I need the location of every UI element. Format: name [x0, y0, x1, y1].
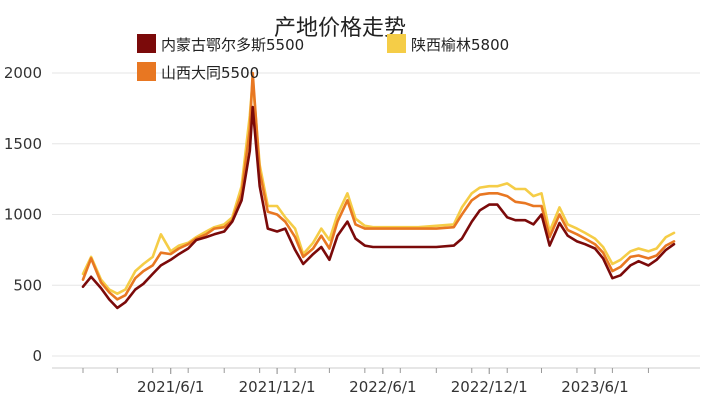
y-tick-label: 0 — [32, 347, 42, 365]
legend-swatch — [137, 62, 156, 81]
legend-swatch — [387, 34, 406, 53]
y-tick-label: 2000 — [4, 64, 42, 82]
series-line-2 — [81, 71, 676, 301]
legend-swatch — [137, 34, 156, 53]
legend-label: 山西大同5500 — [161, 64, 259, 82]
x-tick-label: 2022/6/1 — [349, 378, 416, 396]
y-tick-label: 1500 — [4, 135, 42, 153]
legend: 内蒙古鄂尔多斯5500 陕西榆林5800 山西大同5500 — [137, 34, 509, 82]
axis-layer: 0 500 1000 1500 2000 2021/6/1 2021/12/1 2022/6/… — [4, 64, 700, 396]
chart-title: 产地价格走势 — [274, 16, 406, 41]
series-line-0 — [81, 105, 676, 310]
series-line-1 — [81, 78, 676, 296]
legend-label: 陕西榆林5800 — [411, 36, 509, 54]
series-layer — [81, 71, 676, 310]
x-tick-label: 2021/12/1 — [239, 378, 316, 396]
x-tick-label: 2023/6/1 — [561, 378, 628, 396]
y-tick-label: 1000 — [4, 206, 42, 224]
legend-label: 内蒙古鄂尔多斯5500 — [161, 36, 304, 54]
y-tick-label: 500 — [13, 276, 42, 294]
grid-layer — [52, 72, 700, 357]
x-tick-label: 2021/6/1 — [137, 378, 204, 396]
x-tick-label: 2022/12/1 — [451, 378, 528, 396]
